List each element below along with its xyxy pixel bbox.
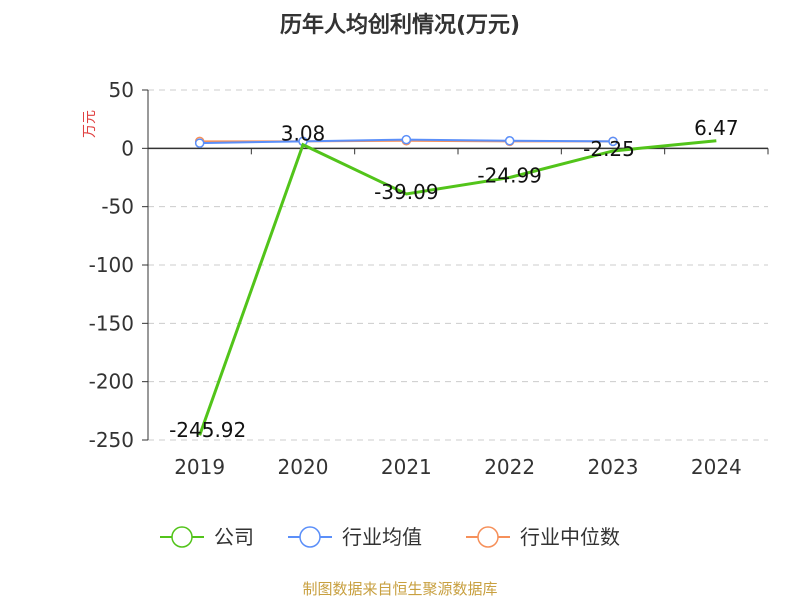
y-tick-label: -50 [101,195,134,219]
series-point-1 [401,134,412,145]
x-tick-label: 2020 [278,455,329,479]
y-tick-label: -150 [89,311,134,335]
x-tick-label: 2022 [484,455,535,479]
chart-title: 历年人均创利情况(万元) [280,12,520,38]
x-tick-label: 2021 [381,455,432,479]
legend-swatch-marker [477,526,499,548]
y-axis-label: 万元 [82,110,98,138]
axes: 50 0 -50 -100 -150 -200 -250 2019 2020 2021 2022 20… [89,78,769,479]
legend[interactable]: 公司 行业均值 行业中位数 [160,525,620,549]
y-tick-label: -200 [89,370,134,394]
legend-swatch-marker [171,526,193,548]
y-tick-label: 0 [121,136,134,160]
y-tick-label: -100 [89,253,134,277]
y-tick-label: 50 [109,78,134,102]
y-tick-label: -250 [89,428,134,452]
series-layer [194,134,717,436]
series-point-1 [608,136,618,147]
series-line-0 [198,139,717,436]
data-label: 6.47 [694,116,739,140]
legend-item-1[interactable]: 行业均值 [288,525,422,549]
data-label: -39.09 [374,180,438,204]
x-tick-label: 2024 [691,455,742,479]
series-point-1 [194,138,205,148]
legend-item-2[interactable]: 行业中位数 [466,525,620,549]
legend-swatch-marker [299,526,321,548]
legend-label: 公司 [214,525,254,549]
legend-label: 行业均值 [342,525,422,549]
x-tick-label: 2023 [588,455,639,479]
data-labels: -245.92 3.08 -39.09 -24.99 -2.25 6.47 [169,116,739,442]
data-label: -24.99 [477,163,541,187]
source-note: 制图数据来自恒生聚源数据库 [302,580,497,598]
x-tick-label: 2019 [174,455,225,479]
grid-lines [148,89,768,441]
data-label: -2.25 [583,137,635,161]
legend-item-0[interactable]: 公司 [160,525,254,549]
series-point-1 [504,136,515,146]
legend-label: 行业中位数 [520,525,620,549]
data-label: 3.08 [281,122,326,146]
data-label: -245.92 [169,418,246,442]
